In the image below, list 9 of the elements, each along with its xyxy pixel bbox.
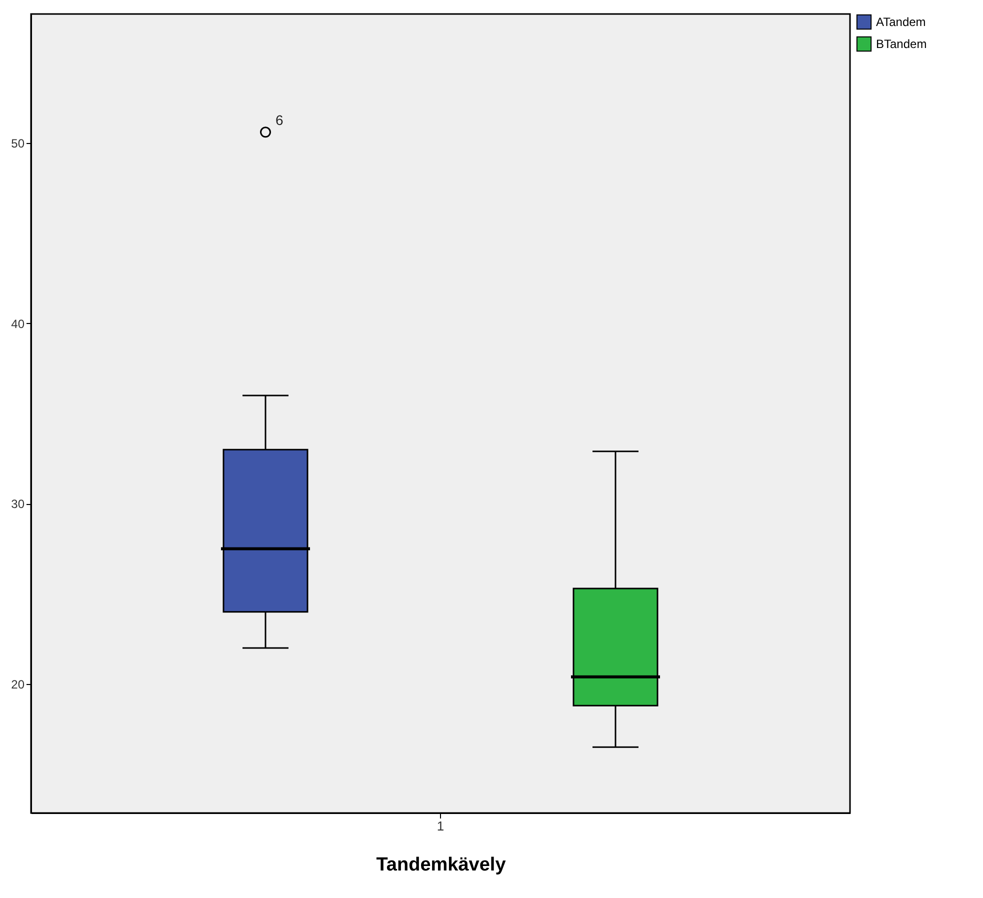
- x-tick-label: 1: [436, 818, 444, 834]
- x-axis-title: Tandemkävely: [376, 854, 506, 876]
- legend-label: BTandem: [876, 37, 927, 51]
- y-tick-label: 30: [11, 497, 25, 512]
- annotation: 6: [276, 112, 284, 128]
- y-tick-label: 40: [11, 316, 25, 331]
- y-tick-label: 20: [11, 678, 25, 692]
- y-tick-label: 50: [11, 136, 25, 150]
- legend-label: ATandem: [876, 15, 926, 29]
